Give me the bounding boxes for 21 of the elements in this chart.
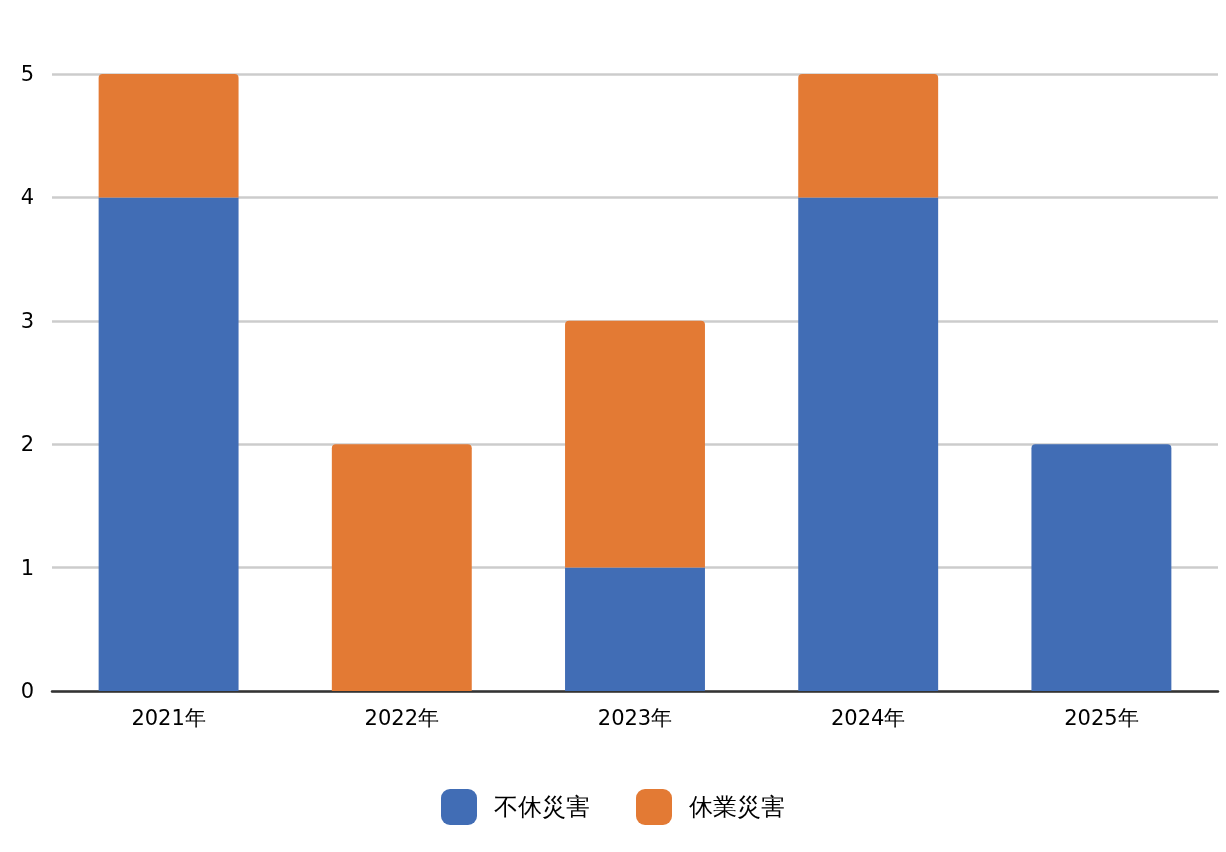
y-tick-label: 0 (20, 679, 34, 703)
bar (565, 320, 705, 568)
x-tick-label: 2025年 (1064, 705, 1139, 730)
x-tick-label: 2023年 (597, 705, 673, 730)
bar (565, 567, 705, 691)
bar (798, 74, 939, 198)
x-tick-label: 2021年 (131, 705, 206, 730)
y-tick-label: 1 (20, 555, 34, 580)
bar (798, 197, 939, 691)
legend-label: 休業災害 (689, 793, 785, 821)
y-tick-label: 5 (20, 62, 34, 86)
legend-label: 不休災害 (494, 793, 590, 821)
x-tick-label: 2024年 (830, 705, 906, 730)
x-tick-label: 2022年 (364, 705, 440, 730)
bar (331, 444, 472, 691)
y-tick-label: 4 (20, 185, 34, 210)
y-tick-label: 3 (20, 308, 34, 333)
bar (98, 197, 239, 691)
bar (98, 74, 239, 198)
bar (1031, 444, 1172, 691)
y-tick-label: 2 (20, 432, 34, 457)
